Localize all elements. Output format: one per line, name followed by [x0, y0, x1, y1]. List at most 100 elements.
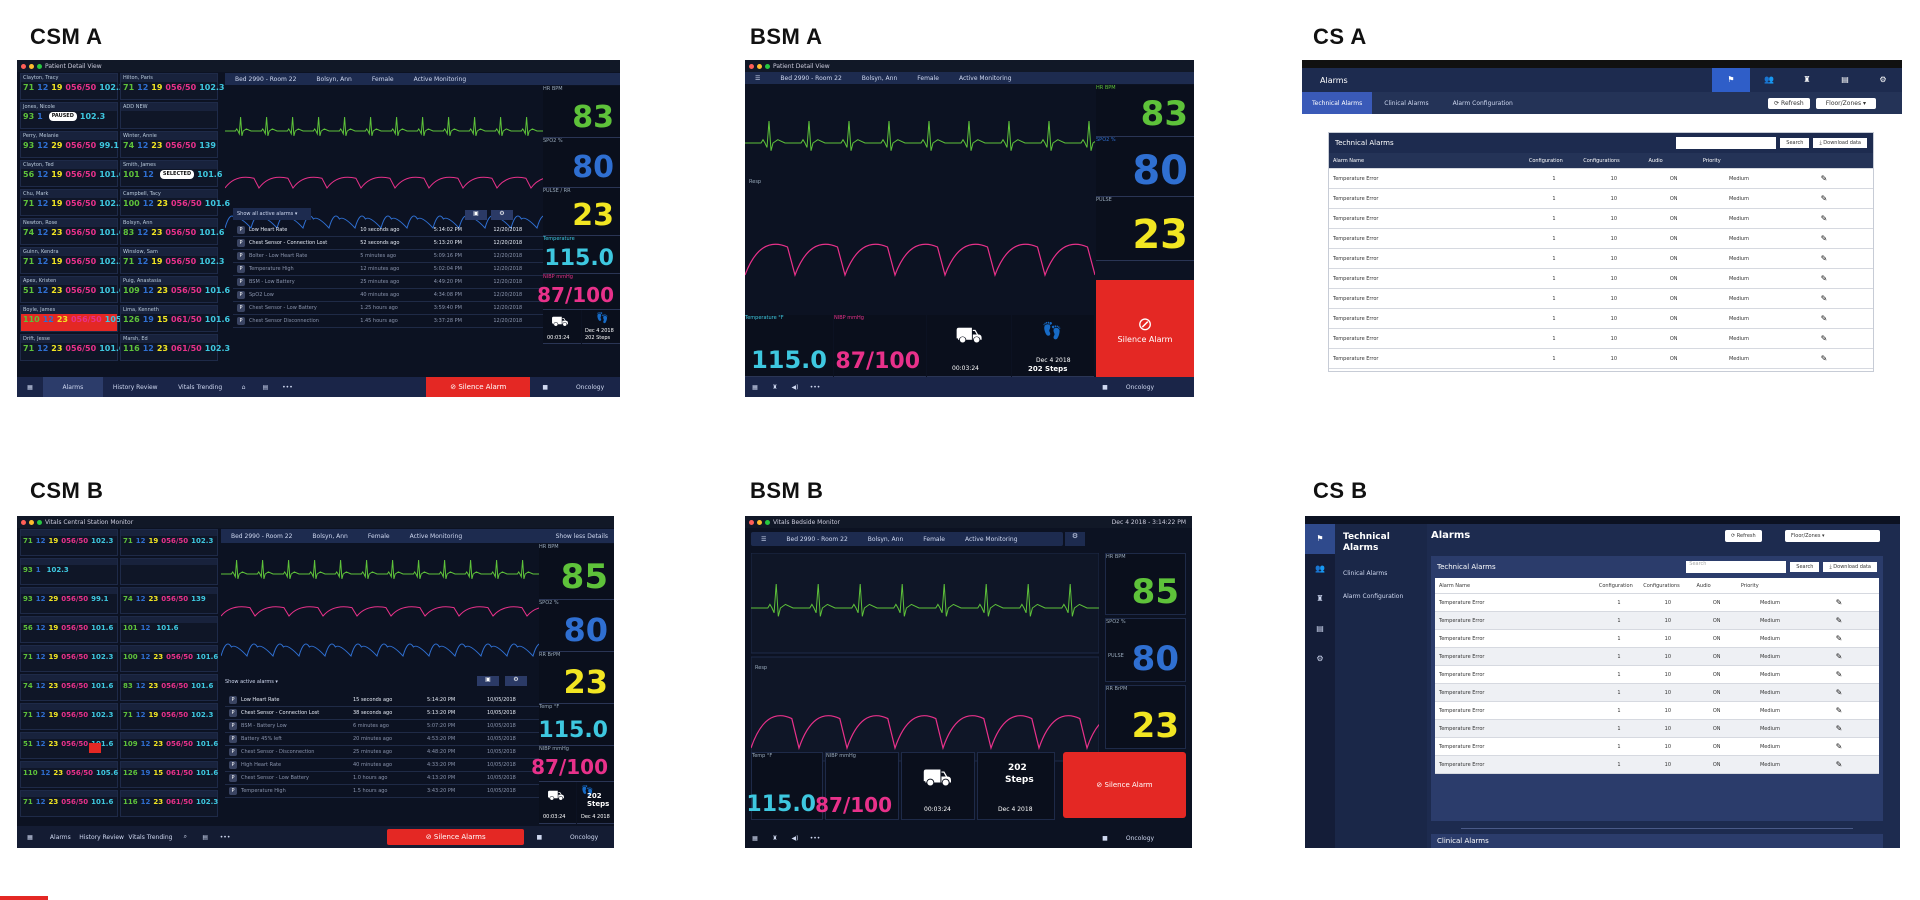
alarm-row[interactable]: P Chest Sensor Disconnection 1.45 hours ag… — [233, 315, 543, 328]
silence-alarm-button[interactable]: ⊘ Silence Alarm — [426, 377, 531, 397]
edit-icon[interactable]: ✎ — [1835, 598, 1843, 607]
floor-zone-dropdown[interactable]: Floor/Zones ▾ — [1815, 97, 1876, 109]
alarm-row[interactable]: P Low Heart Rate 15 seconds ago 5:14:20 PM 1… — [225, 694, 539, 707]
table-row[interactable]: Temperature Error 1 10 ON Medium ✎ — [1329, 229, 1873, 249]
table-row[interactable]: Temperature Error 1 10 ON Medium ✎ — [1435, 702, 1879, 720]
alarm-row[interactable]: P Chest Sensor - Disconnection 25 minutes … — [225, 746, 539, 759]
close-dot[interactable] — [749, 63, 754, 69]
close-dot[interactable] — [21, 63, 26, 69]
minimize-dot[interactable] — [29, 63, 34, 69]
patient-card[interactable]: 71 12 19 056/50 102.3 — [120, 529, 218, 556]
minimize-dot[interactable] — [757, 519, 762, 525]
edit-icon[interactable]: ✎ — [1835, 616, 1843, 625]
alarm-nav-icon[interactable]: ⚑ — [1712, 68, 1750, 92]
patient-card[interactable] — [120, 558, 218, 585]
patient-card[interactable]: Marsh, Ed 116 12 23 061/50 102.3 — [120, 334, 230, 361]
patient-card[interactable]: 71 12 19 056/50 102.3 — [120, 703, 218, 730]
maximize-dot[interactable] — [37, 519, 42, 525]
edit-icon[interactable]: ✎ — [1835, 706, 1843, 715]
alarm-row[interactable]: P SpO2 Low 40 minutes ago 4:34:08 PM 12/20/2… — [233, 289, 543, 302]
edit-icon[interactable]: ✎ — [1835, 634, 1843, 643]
edit-icon[interactable]: ✎ — [1820, 334, 1828, 343]
search-button[interactable]: Search — [1790, 562, 1820, 572]
edit-icon[interactable]: ✎ — [1820, 294, 1828, 303]
patient-card[interactable]: 101 12 101.6 — [120, 616, 218, 643]
patient-card[interactable]: Apex, Kristen 51 12 23 056/50 101.6 — [20, 276, 125, 303]
nav-alarms[interactable]: Alarms — [42, 377, 103, 397]
patient-card[interactable]: Clayton, Tracy 71 12 19 056/50 102.3 — [20, 73, 125, 100]
patient-card[interactable]: 71 12 19 056/50 102.3 — [20, 529, 118, 556]
edit-icon[interactable]: ✎ — [1835, 742, 1843, 751]
patient-card[interactable]: ADD NEW — [120, 102, 218, 129]
search-icon[interactable]: ⌕ — [183, 833, 187, 840]
patient-card[interactable]: Boyle, James 110 12 23 056/50 105.6 — [20, 305, 130, 332]
alarm-row[interactable]: P BSM - Low Battery 25 minutes ago 4:49:20 … — [233, 276, 543, 289]
patient-card[interactable]: Perry, Melanie 93 12 29 056/50 99.1 — [20, 131, 119, 158]
more-icon[interactable]: ••• — [809, 383, 821, 391]
users-icon[interactable]: 👥 — [1315, 564, 1325, 573]
document-icon[interactable]: ▤ — [262, 383, 269, 391]
patient-card[interactable]: 93 1 102.3 — [20, 558, 118, 585]
patient-card[interactable]: 110 12 23 056/50 105.6 — [20, 761, 118, 788]
alarm-row[interactable]: P Low Heart Rate 10 seconds ago 5:14:02 PM 1… — [233, 224, 543, 237]
alarm-nav-icon[interactable]: ⚑ — [1305, 524, 1335, 554]
alarm-row[interactable]: P Chest Sensor - Low Battery 1.25 hours ag… — [233, 302, 543, 315]
search-input[interactable] — [1676, 137, 1777, 149]
menu-icon[interactable]: ☰ — [755, 74, 761, 82]
edit-icon[interactable]: ✎ — [1835, 724, 1843, 733]
edit-icon[interactable]: ✎ — [1835, 688, 1843, 697]
nav-vitals-trending[interactable]: Vitals Trending — [128, 833, 173, 841]
edit-icon[interactable]: ✎ — [1820, 174, 1828, 183]
grid-icon[interactable]: ▦ — [27, 383, 33, 391]
patient-card[interactable]: 93 12 29 056/50 99.1 — [20, 587, 118, 614]
column-header[interactable]: Configurations — [1643, 582, 1680, 589]
bell-icon[interactable]: ♜ — [772, 383, 778, 391]
patient-card[interactable]: 74 12 23 056/50 139 — [120, 587, 218, 614]
grid-icon[interactable]: ▦ — [752, 834, 758, 842]
gear-icon[interactable]: ⚙ — [1879, 75, 1887, 84]
patient-card[interactable]: Puig, Anastasia 109 12 23 056/50 101.6 — [120, 276, 230, 303]
patient-card[interactable]: 74 12 23 056/50 101.6 — [20, 674, 118, 701]
patient-card[interactable]: Drift, Jesse 71 12 23 056/50 101.6 — [20, 334, 125, 361]
bell-icon[interactable]: ♜ — [1803, 75, 1811, 84]
column-header[interactable]: Alarm Name — [1439, 582, 1471, 589]
silence-alarm-button[interactable]: ⊘ Silence Alarm — [1096, 280, 1194, 377]
table-row[interactable]: Temperature Error 1 10 ON Medium ✎ — [1435, 756, 1879, 774]
table-row[interactable]: Temperature Error 1 10 ON Medium ✎ — [1435, 666, 1879, 684]
table-row[interactable]: Temperature Error 1 10 ON Medium ✎ — [1435, 594, 1879, 612]
close-dot[interactable] — [749, 519, 754, 525]
volume-icon[interactable]: ◀) — [791, 834, 799, 842]
refresh-button[interactable]: ⟳ Refresh — [1768, 97, 1810, 109]
column-header[interactable]: Configuration — [1528, 157, 1563, 164]
patient-card[interactable]: 71 12 23 056/50 101.6 — [20, 790, 118, 817]
column-header[interactable]: Audio — [1648, 157, 1663, 164]
gear-icon[interactable]: ⚙ — [1316, 654, 1324, 663]
maximize-dot[interactable] — [765, 519, 770, 525]
alarm-row[interactable]: P Temperature High 1.5 hours ago 3:43:20 PM… — [225, 785, 539, 798]
alarm-row[interactable]: P Battery 45% left 20 minutes ago 4:53:20 P… — [225, 733, 539, 746]
column-header[interactable]: Priority — [1702, 157, 1721, 164]
patient-card[interactable]: 71 12 19 056/50 102.3 — [20, 703, 118, 730]
volume-icon[interactable]: ◀) — [791, 383, 799, 391]
table-row[interactable]: Temperature Error 1 10 ON Medium ✎ — [1435, 630, 1879, 648]
camera-icon[interactable]: ▣ — [465, 210, 487, 220]
edit-icon[interactable]: ✎ — [1835, 670, 1843, 679]
camera-icon[interactable]: ▣ — [477, 676, 499, 686]
gear-icon[interactable]: ⚙ — [1065, 532, 1085, 546]
nav-alarms[interactable]: Alarms — [49, 833, 71, 841]
grid-icon[interactable]: ▦ — [27, 833, 33, 841]
tab-clinical-alarms[interactable]: Clinical Alarms — [1384, 99, 1429, 107]
maximize-dot[interactable] — [37, 63, 42, 69]
edit-icon[interactable]: ✎ — [1820, 354, 1828, 363]
table-row[interactable]: Temperature Error 1 10 ON Medium ✎ — [1435, 648, 1879, 666]
more-icon[interactable]: ••• — [219, 833, 231, 841]
patient-card[interactable]: Winslow, Sam 71 12 19 056/50 102.3 — [120, 247, 225, 274]
patient-card[interactable]: Clayton, Ted 56 12 19 056/50 101.6 — [20, 160, 125, 187]
side-item-alarm-configuration[interactable]: Alarm Configuration — [1343, 593, 1404, 600]
edit-icon[interactable]: ✎ — [1835, 760, 1843, 769]
video-icon[interactable]: ■ — [1102, 834, 1108, 842]
edit-icon[interactable]: ✎ — [1820, 254, 1828, 263]
silence-alarm-button[interactable]: ⊘ Silence Alarms — [387, 829, 525, 845]
patient-card[interactable]: Jones, Nicole 93 1 PAUSED 102.3 — [20, 102, 118, 129]
alarm-row[interactable]: P Chest Sensor - Connection Lost 38 second… — [225, 707, 539, 720]
